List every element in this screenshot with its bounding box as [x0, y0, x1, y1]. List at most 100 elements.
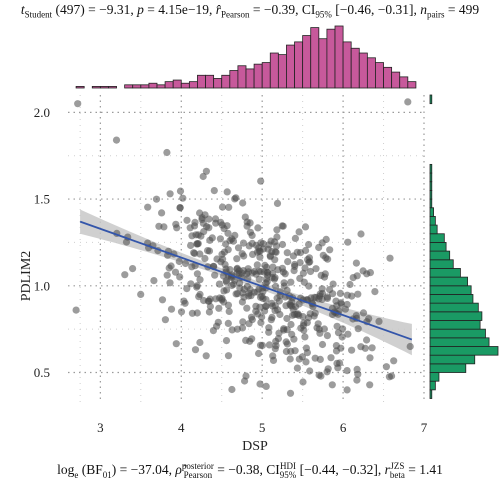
data-point	[247, 313, 256, 321]
data-point	[224, 229, 232, 237]
data-point	[386, 254, 394, 262]
data-point	[301, 264, 309, 272]
x-tick-label: 5	[259, 420, 266, 435]
data-point	[210, 187, 218, 195]
top-hist-bar	[221, 74, 231, 89]
top-hist-bar	[180, 82, 190, 89]
top-hist-bar	[245, 68, 255, 89]
data-point	[296, 259, 304, 267]
confidence-band	[80, 209, 412, 356]
data-point	[315, 325, 323, 333]
data-point	[222, 240, 230, 248]
right-hist-bar	[429, 94, 433, 105]
y-tick-label: 1.5	[34, 192, 50, 207]
data-point	[269, 269, 277, 278]
data-point	[238, 250, 246, 258]
data-point	[183, 216, 191, 224]
top-hist-bar	[75, 86, 85, 89]
data-point	[242, 336, 250, 344]
data-point	[301, 223, 310, 231]
top-hist-bar	[294, 41, 304, 89]
p-value: = 4.15e−19,	[143, 2, 216, 17]
data-point	[257, 319, 265, 327]
data-point	[334, 329, 343, 337]
data-point	[112, 136, 121, 144]
data-point	[230, 280, 238, 288]
data-point	[333, 322, 341, 330]
data-point	[336, 359, 344, 367]
data-point	[223, 188, 231, 196]
data-point	[176, 273, 184, 281]
right-hist-bar	[429, 285, 472, 295]
data-point	[194, 240, 202, 248]
data-point	[316, 355, 324, 363]
data-point	[270, 275, 278, 283]
data-point	[180, 297, 188, 305]
data-point	[72, 306, 80, 314]
data-point	[390, 357, 398, 365]
data-point	[286, 389, 295, 397]
data-point	[179, 194, 187, 202]
data-point	[353, 365, 361, 373]
top-hist-bar	[277, 54, 287, 89]
rho-subscript: Pearson	[183, 470, 213, 480]
data-point	[295, 355, 303, 363]
data-point	[368, 344, 376, 352]
data-point	[253, 261, 261, 269]
data-point	[219, 272, 227, 280]
ci-value: [−0.44, −0.32],	[296, 462, 385, 478]
data-point	[259, 240, 267, 248]
data-point	[375, 317, 383, 325]
bayesian-stats-caption: loge (BF01) = −37.04, ρ̂ posterior Pearson…	[0, 462, 500, 480]
top-hist-bar	[205, 74, 215, 89]
data-point	[354, 290, 362, 298]
r-jzs-scripts: JZS beta	[390, 462, 405, 480]
rho-value: = −0.38, CI	[213, 462, 280, 478]
ci-subscript: 95%	[315, 9, 332, 20]
data-point	[301, 333, 309, 341]
data-point	[150, 277, 158, 285]
right-hist-bar	[429, 198, 433, 209]
y-tick-label: 1.0	[34, 278, 50, 293]
data-point	[353, 272, 361, 280]
data-point	[329, 290, 337, 298]
data-point	[222, 337, 231, 345]
data-point	[256, 380, 264, 388]
data-point	[366, 269, 374, 277]
data-point	[262, 382, 270, 390]
data-point	[232, 194, 240, 202]
data-point	[209, 327, 217, 335]
right-hist-bar	[429, 189, 433, 200]
top-hist-bar	[253, 63, 263, 89]
right-hist-bar	[429, 389, 433, 399]
data-point	[257, 177, 265, 185]
data-point	[233, 255, 241, 263]
top-hist-bar	[237, 65, 247, 89]
data-point	[318, 340, 327, 349]
data-point	[327, 354, 335, 362]
data-point	[206, 302, 214, 311]
data-point	[272, 248, 280, 256]
data-point	[344, 238, 352, 246]
data-point	[228, 385, 236, 394]
top-hist-bar	[164, 81, 174, 89]
data-point	[271, 256, 279, 264]
ci-value: [−0.46, −0.31],	[331, 2, 421, 17]
data-point	[290, 267, 298, 275]
top-hist-bar	[383, 66, 393, 89]
top-hist-bar	[350, 47, 360, 89]
data-point	[291, 303, 300, 311]
data-point	[199, 172, 207, 181]
top-hist-bar	[261, 62, 271, 89]
data-point	[176, 204, 184, 212]
data-point	[318, 295, 326, 304]
data-point	[238, 269, 246, 277]
data-point	[163, 271, 171, 279]
right-hist-bar	[429, 337, 490, 347]
right-hist-bar	[429, 233, 445, 243]
right-hist-bar	[429, 268, 461, 278]
data-point	[239, 239, 248, 247]
top-hist-bar	[334, 25, 344, 89]
data-point	[305, 240, 313, 249]
data-point	[194, 231, 202, 239]
